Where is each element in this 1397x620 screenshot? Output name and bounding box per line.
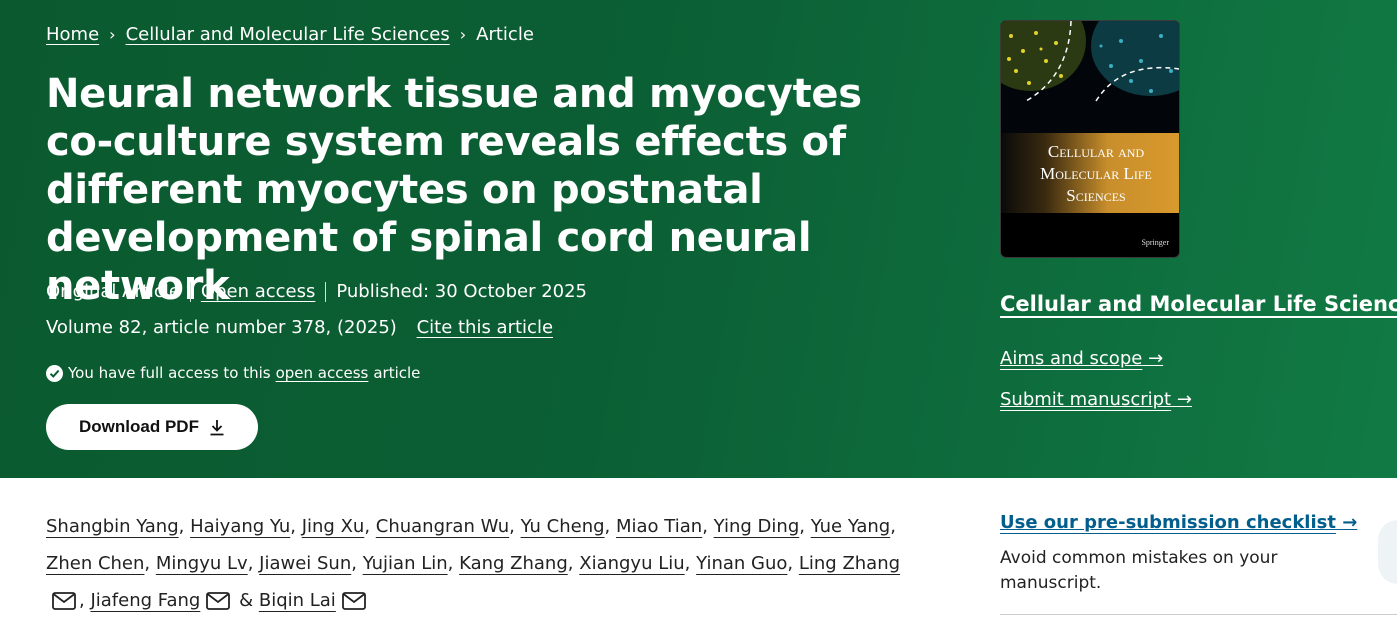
author-list: Shangbin Yang, Haiyang Yu, Jing Xu, Chua… (46, 516, 901, 611)
mail-icon[interactable] (341, 592, 366, 610)
author-link[interactable]: Yue Yang (810, 516, 891, 537)
author-link[interactable]: Xiangyu Liu (579, 553, 685, 574)
aims-scope-link[interactable]: Aims and scope → (1000, 348, 1163, 369)
article-type: Original Article (46, 281, 180, 302)
author-link[interactable]: Ying Ding (713, 516, 800, 537)
download-icon (210, 419, 224, 435)
chevron-right-icon: › (109, 25, 116, 44)
access-text: You have full access to this (68, 364, 271, 382)
author-link[interactable]: Jiawei Sun (259, 553, 352, 574)
author-link[interactable]: Yu Cheng (520, 516, 605, 537)
pre-submission-checklist-link[interactable]: Use our pre-submission checklist → (1000, 512, 1357, 533)
breadcrumb: Home › Cellular and Molecular Life Scien… (46, 24, 534, 45)
access-notice: You have full access to this open access… (46, 364, 420, 382)
author-link[interactable]: Mingyu Lv (155, 553, 248, 574)
divider (325, 281, 327, 302)
floating-widget-edge[interactable] (1378, 520, 1397, 584)
journal-title-link[interactable]: Cellular and Molecular Life Sciences (1000, 292, 1397, 316)
published-date: Published: 30 October 2025 (336, 281, 587, 302)
checklist-description: Avoid common mistakes on your manuscript… (1000, 548, 1278, 593)
access-open-access-link[interactable]: open access (275, 364, 369, 382)
cite-article-link[interactable]: Cite this article (416, 317, 554, 338)
open-access-link[interactable]: Open access (200, 281, 316, 302)
arrow-right-icon: → (1176, 389, 1192, 410)
submit-manuscript-link[interactable]: Submit manuscript → (1000, 389, 1192, 410)
authors-ampersand: & (239, 590, 254, 611)
author-link[interactable]: Miao Tian (616, 516, 703, 537)
download-pdf-label: Download PDF (79, 417, 199, 436)
cover-publisher: Springer (1141, 238, 1169, 247)
divider (189, 281, 191, 302)
checklist-label: Use our pre-submission checklist (1000, 512, 1336, 533)
journal-cover[interactable]: Cellular and Molecular Life Sciences Spr… (1000, 20, 1180, 258)
author-link[interactable]: Yinan Guo (696, 553, 788, 574)
divider (1000, 614, 1397, 615)
download-pdf-button[interactable]: Download PDF (46, 404, 258, 450)
arrow-right-icon: → (1148, 348, 1164, 369)
submit-manuscript-label: Submit manuscript (1000, 389, 1172, 410)
cover-art (1001, 21, 1179, 133)
breadcrumb-current: Article (476, 24, 534, 45)
author-link[interactable]: Biqin Lai (258, 590, 336, 611)
cover-band (1001, 133, 1179, 213)
author-link[interactable]: Ling Zhang (798, 553, 901, 574)
cover-title: Cellular and Molecular Life Sciences (1040, 142, 1152, 205)
article-header: Home › Cellular and Molecular Life Scien… (0, 0, 1397, 478)
author-link[interactable]: Jing Xu (301, 516, 365, 537)
author-link[interactable]: Haiyang Yu (190, 516, 291, 537)
volume-info: Volume 82, article number 378, (2025) (46, 317, 397, 338)
author-link[interactable]: Chuangran Wu (375, 516, 510, 537)
breadcrumb-home[interactable]: Home (46, 24, 100, 45)
article-citation: Volume 82, article number 378, (2025) Ci… (46, 317, 553, 338)
access-text-suffix: article (373, 364, 421, 382)
mail-icon[interactable] (52, 592, 76, 610)
arrow-right-icon: → (1342, 512, 1358, 533)
article-title: Neural network tissue and myocytes co-cu… (46, 71, 862, 309)
author-link[interactable]: Zhen Chen (46, 553, 145, 574)
author-link[interactable]: Kang Zhang (459, 553, 568, 574)
chevron-right-icon: › (459, 25, 467, 44)
breadcrumb-journal[interactable]: Cellular and Molecular Life Sciences (125, 24, 450, 45)
author-link[interactable]: Jiafeng Fang (90, 590, 201, 611)
aims-scope-label: Aims and scope (1000, 348, 1143, 369)
check-circle-icon (46, 364, 63, 382)
author-link[interactable]: Shangbin Yang (46, 516, 179, 537)
mail-icon[interactable] (206, 592, 231, 610)
article-meta: Original Article Open access Published: … (46, 281, 587, 302)
author-link[interactable]: Yujian Lin (362, 553, 448, 574)
